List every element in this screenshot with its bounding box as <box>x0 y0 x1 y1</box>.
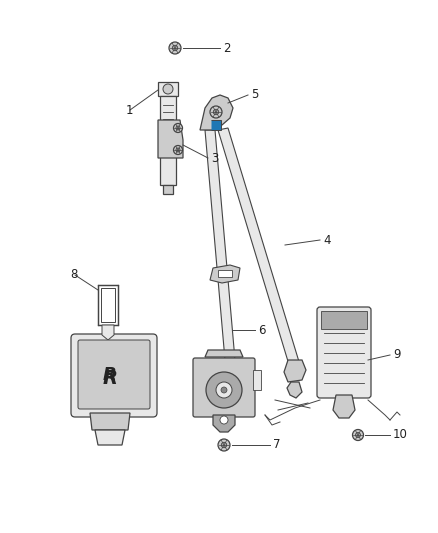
Text: R: R <box>102 368 117 387</box>
Polygon shape <box>163 185 173 194</box>
Bar <box>218 270 232 277</box>
Polygon shape <box>218 128 300 368</box>
FancyBboxPatch shape <box>71 334 157 417</box>
Polygon shape <box>98 285 118 325</box>
Bar <box>253 370 261 390</box>
Polygon shape <box>210 265 240 283</box>
Polygon shape <box>213 415 235 432</box>
Text: 8: 8 <box>71 269 78 281</box>
Text: 10: 10 <box>393 429 408 441</box>
Circle shape <box>206 372 242 408</box>
FancyBboxPatch shape <box>317 307 371 398</box>
Text: 1: 1 <box>126 103 133 117</box>
Text: 3: 3 <box>211 151 219 165</box>
Circle shape <box>169 42 181 54</box>
Circle shape <box>173 124 183 133</box>
Circle shape <box>353 430 364 440</box>
Polygon shape <box>287 382 302 398</box>
Polygon shape <box>205 350 243 357</box>
Circle shape <box>172 45 178 51</box>
Polygon shape <box>200 95 233 130</box>
Text: 9: 9 <box>393 349 400 361</box>
Polygon shape <box>205 130 235 360</box>
Polygon shape <box>284 360 306 382</box>
Text: R: R <box>103 366 117 384</box>
Polygon shape <box>158 120 183 158</box>
Circle shape <box>176 126 180 130</box>
Circle shape <box>176 148 180 152</box>
Circle shape <box>163 84 173 94</box>
Polygon shape <box>158 82 178 96</box>
Bar <box>101 288 115 322</box>
Bar <box>321 311 367 329</box>
Polygon shape <box>160 96 176 185</box>
Circle shape <box>173 146 183 155</box>
FancyBboxPatch shape <box>78 340 150 409</box>
Text: 7: 7 <box>273 439 280 451</box>
Text: 5: 5 <box>251 88 258 101</box>
Circle shape <box>356 432 360 438</box>
Polygon shape <box>90 413 130 430</box>
Text: 2: 2 <box>223 42 230 54</box>
Circle shape <box>220 416 228 424</box>
Circle shape <box>216 382 232 398</box>
Polygon shape <box>102 325 114 340</box>
Polygon shape <box>211 120 221 130</box>
Circle shape <box>221 442 227 448</box>
FancyBboxPatch shape <box>193 358 255 417</box>
Circle shape <box>210 106 222 118</box>
Text: 6: 6 <box>258 324 265 336</box>
Polygon shape <box>95 430 125 445</box>
Circle shape <box>221 387 227 393</box>
Text: 4: 4 <box>323 233 331 246</box>
Circle shape <box>213 109 219 115</box>
Circle shape <box>218 439 230 451</box>
Polygon shape <box>333 395 355 418</box>
